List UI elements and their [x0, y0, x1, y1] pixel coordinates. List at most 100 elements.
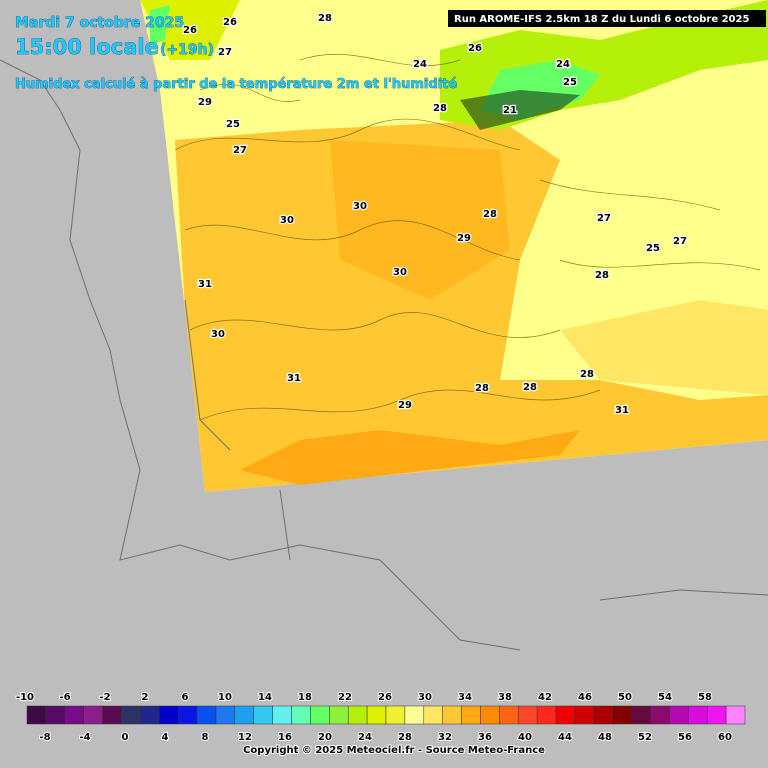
contour-label: 27 [597, 213, 611, 224]
legend-swatch [574, 705, 595, 725]
legend-swatch [669, 705, 689, 725]
legend-label: 46 [578, 692, 592, 703]
contour-label: 24 [413, 59, 427, 70]
warm-core [330, 140, 510, 300]
legend-label: 50 [618, 692, 632, 703]
contour-label: 26 [223, 17, 237, 28]
copyright: Copyright © 2025 Meteociel.fr - Source M… [243, 745, 545, 756]
legend-label: 34 [458, 692, 472, 703]
legend-swatch [253, 705, 273, 725]
legend-label: -6 [59, 692, 70, 703]
contour-labels: 28 26 27 26 26 24 24 28 21 25 29 25 27 30 30 28 29 30 27 27… [182, 12, 688, 418]
contour-label: 28 [318, 13, 332, 24]
legend-label: 26 [378, 692, 392, 703]
legend-label: 4 [162, 732, 169, 743]
contour-label: 28 [433, 103, 447, 114]
contour-label: 28 [595, 270, 609, 281]
legend-label: 30 [418, 692, 432, 703]
contour-label: 25 [226, 119, 240, 130]
contour-label: 28 [483, 209, 497, 220]
relief-dense-isolines [460, 90, 580, 130]
legend-label: 42 [538, 692, 552, 703]
legend-label: 48 [598, 732, 612, 743]
mild-area [560, 300, 768, 395]
run-box [448, 10, 766, 27]
legend-swatch [234, 705, 254, 725]
contour-label: 30 [393, 267, 407, 278]
legend-label: 38 [498, 692, 512, 703]
contour-label: 30 [211, 329, 225, 340]
legend-swatch [121, 705, 141, 725]
legend-label: 20 [318, 732, 332, 743]
legend-swatch [593, 705, 613, 725]
legend-swatch [140, 705, 160, 725]
legend-swatch [102, 705, 122, 725]
contour-label: 25 [563, 77, 577, 88]
border [184, 299, 768, 601]
contour-label: 29 [398, 400, 412, 411]
warm-area [175, 120, 768, 492]
legend-swatch [612, 705, 632, 725]
legend-label: -8 [39, 732, 50, 743]
legend-swatch [518, 705, 538, 725]
legend-label: 0 [122, 732, 129, 743]
legend-swatch [536, 705, 557, 725]
legend-swatch [688, 705, 708, 725]
contour-label: 27 [673, 236, 687, 247]
legend-swatch [442, 705, 462, 725]
subtitle: Humidex calculé à partir de la températu… [15, 77, 457, 92]
legend-swatch [347, 705, 368, 725]
legend-swatch [291, 705, 311, 725]
legend-label: 54 [658, 692, 672, 703]
contour-label: 31 [198, 279, 212, 290]
contour-label: 27 [233, 145, 247, 156]
contour-label: 25 [646, 243, 660, 254]
coastline [0, 59, 521, 651]
legend-label: 12 [238, 732, 252, 743]
legend-swatch [404, 705, 425, 725]
lead-time: (+19h) [160, 42, 214, 58]
legend-swatch [461, 705, 481, 725]
contour-label: 29 [198, 97, 212, 108]
contour-label: 28 [580, 369, 594, 380]
legend-label: 28 [398, 732, 412, 743]
contour-label: 29 [457, 233, 471, 244]
legend-swatch [159, 705, 179, 725]
contour-label: 27 [218, 47, 232, 58]
legend-label: 6 [182, 692, 189, 703]
contour-label: 28 [475, 383, 489, 394]
legend-label: 22 [338, 692, 352, 703]
run-info: Run AROME-IFS 2.5km 18 Z du Lundi 6 octo… [454, 14, 749, 25]
color-legend: -10 -6 -2 2 6 10 14 18 22 26 30 34 38 42 46 50 54 58-8 -4 0… [15, 691, 746, 744]
legend-swatch [45, 705, 66, 725]
legend-swatch [499, 705, 519, 725]
legend-label: 44 [558, 732, 572, 743]
isolines [174, 53, 761, 421]
legend-swatch [215, 705, 236, 725]
legend-swatch [706, 705, 727, 725]
legend-swatch [423, 705, 443, 725]
legend-swatch [480, 705, 500, 725]
legend-swatch [272, 705, 292, 725]
legend-label: 36 [478, 732, 492, 743]
legend-swatch [385, 705, 406, 725]
legend-swatch [310, 705, 330, 725]
legend-label: 2 [142, 692, 149, 703]
date: Mardi 7 octobre 2025 [15, 15, 184, 31]
legend-label: 18 [298, 692, 312, 703]
legend-swatch [329, 705, 349, 725]
contour-label: 28 [523, 382, 537, 393]
legend-label: 58 [698, 692, 712, 703]
legend-label: 40 [518, 732, 532, 743]
legend-label: 60 [718, 732, 732, 743]
contour-label: 31 [287, 373, 301, 384]
legend-label: 52 [638, 732, 652, 743]
contour-label: 21 [503, 105, 517, 116]
legend-swatch [83, 705, 103, 725]
legend-label: -4 [79, 732, 90, 743]
legend-swatch [650, 705, 670, 725]
legend-swatch [196, 705, 217, 725]
legend-swatch [631, 705, 651, 725]
